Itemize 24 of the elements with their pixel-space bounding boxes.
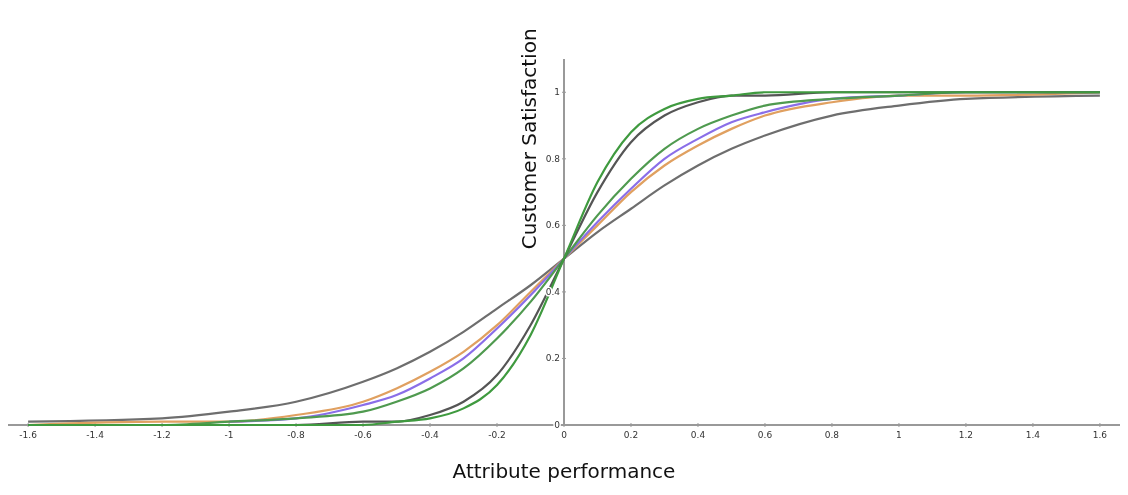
y-tick-label: 0: [554, 420, 561, 430]
x-tick-label: 1: [896, 430, 902, 440]
x-tick-label: 1.6: [1092, 430, 1108, 440]
x-tick-label: -1: [224, 430, 234, 440]
x-tick-label: 0.2: [623, 430, 639, 440]
y-tick-label: 1: [554, 87, 560, 98]
x-tick-label: -0.4: [421, 430, 440, 440]
x-tick-label: -0.8: [287, 430, 306, 440]
x-tick-label: 1.2: [958, 430, 974, 440]
x-tick-label: 1.4: [1025, 430, 1041, 440]
x-tick-label: -1.4: [86, 430, 105, 440]
x-tick-label: 0: [561, 430, 568, 440]
x-tick-label: 0.4: [690, 430, 706, 440]
y-tick-label: 0.8: [545, 153, 561, 164]
y-tick-label: 0.6: [545, 220, 561, 231]
x-tick-label: 0.6: [757, 430, 773, 440]
y-axis-title: Customer Satisfaction: [517, 28, 541, 250]
x-tick-label: -0.6: [354, 430, 373, 440]
y-tick-label: 0.2: [545, 353, 560, 364]
x-tick-label: -0.2: [488, 430, 506, 440]
x-tick-label: -1.2: [153, 430, 171, 440]
x-tick-label: -1.6: [19, 430, 38, 440]
x-axis-title: Attribute performance: [452, 459, 676, 483]
x-tick-label: 0.8: [824, 430, 840, 440]
